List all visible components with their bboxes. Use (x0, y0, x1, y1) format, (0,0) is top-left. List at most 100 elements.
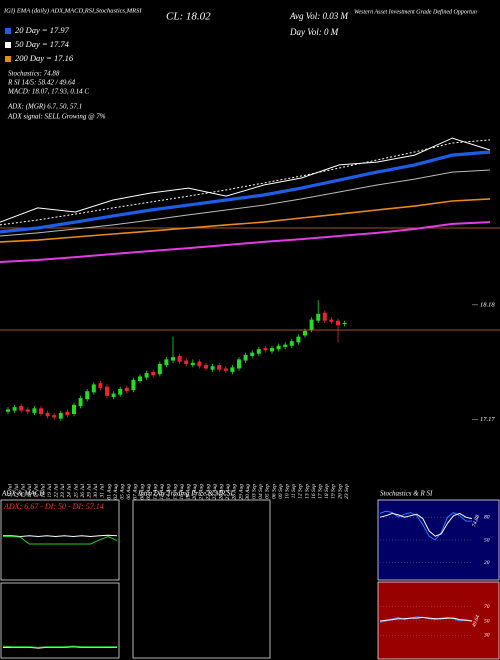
candle-body (164, 359, 169, 366)
x-tick-label: 30 Jul (93, 484, 99, 499)
series-line (0, 139, 491, 226)
panel-title: Stochastics & R SI (380, 490, 433, 498)
candle-body (72, 404, 76, 415)
series-line (0, 198, 491, 243)
x-tick-label: 23 Jul (60, 484, 66, 498)
x-tick-label: 12 Sep (298, 484, 304, 499)
candle-body (316, 313, 321, 321)
x-tick-label: 16 Aug (179, 484, 185, 500)
x-tick-label: 26 Jul (80, 484, 86, 498)
candle-body (144, 373, 149, 378)
ema20-label: 20 Day = 17.97 (15, 25, 70, 35)
series-line (0, 169, 491, 237)
candle-body (124, 387, 129, 392)
candle-body (45, 412, 50, 417)
series-line (3, 646, 117, 649)
candle-body (91, 384, 96, 393)
x-tick-label: 29 Aug (238, 484, 244, 500)
x-tick-label: 23 Aug (212, 484, 218, 500)
x-tick-label: 16 Jul (27, 484, 33, 498)
x-tick-label: 20 Aug (192, 484, 198, 500)
candle-body (12, 407, 17, 411)
x-tick-label: 13 Aug (159, 484, 165, 500)
study-label: IGI) EMA (daily) ADX,MACD,RSI,Stochastic… (3, 7, 142, 14)
day-vol: Day Vol: 0 M (289, 27, 339, 37)
x-tick-label: 19 Sep (331, 484, 337, 499)
candle-body (296, 336, 301, 343)
x-tick-label: 22 Aug (205, 484, 211, 500)
legend-swatch (5, 56, 11, 62)
x-tick-label: 04 Sep (257, 484, 264, 499)
x-tick-label: 06 Sep (271, 484, 277, 499)
candle-body (98, 383, 103, 388)
x-tick-label: 07 Aug (133, 484, 139, 500)
candle-body (276, 345, 281, 350)
x-tick-label: 31 Jul (100, 484, 106, 499)
candle-body (237, 359, 241, 369)
series-line (2, 645, 117, 648)
series-line (379, 512, 473, 537)
value-label: 49.64 (470, 614, 481, 628)
adx-signal: ADX signal: SELL Growing @ 7% (7, 113, 106, 121)
candle-body (65, 411, 70, 416)
candle-body (243, 354, 248, 361)
candle-body (256, 349, 261, 354)
avg-vol: Avg Vol: 0.03 M (289, 11, 348, 21)
adx-box-label: ADX: 6.67 - DI: 50 - DI: 57.14 (3, 502, 104, 511)
candle-body (151, 371, 156, 376)
close-label: CL: 18.02 (166, 11, 211, 23)
legend-swatch (5, 42, 11, 48)
series-line (0, 221, 491, 263)
x-tick-label: 17 Sep (317, 484, 323, 499)
y-tick-label: 18.18 (480, 301, 495, 308)
x-tick-label: 02 Aug (113, 484, 119, 500)
candle-body (111, 393, 116, 397)
x-tick-label: 22 Jul (53, 484, 59, 498)
y-tick-label: 30 (483, 633, 490, 639)
x-tick-label: 18 Sep (324, 484, 330, 499)
macd-panel (0, 582, 120, 659)
x-tick-label: 23 Sep (344, 484, 350, 499)
candle-body (336, 320, 340, 326)
company: Western Asset Investment Grade Defined O… (354, 8, 477, 15)
panel-title: Intra Day Trading Price & MR SI (137, 490, 234, 498)
candle-body (322, 312, 327, 321)
series-line (0, 150, 491, 234)
candle-body (131, 379, 136, 391)
candle-body (250, 352, 255, 356)
candle-body (283, 344, 288, 347)
candle-body (329, 319, 334, 322)
ema50-label: 50 Day = 17.74 (15, 39, 70, 49)
candle-body (25, 409, 30, 412)
x-tick-label: 15 Jul (20, 484, 26, 498)
x-tick-label: 27 Aug (225, 484, 231, 500)
x-tick-label: 12 Aug (152, 484, 158, 500)
candle-body (39, 408, 43, 415)
x-tick-label: 26 Aug (218, 484, 224, 500)
candle-body (118, 388, 123, 395)
x-tick-label: 11 Sep (291, 484, 297, 499)
x-tick-label: 19 Jul (47, 484, 53, 498)
x-tick-label: 09 Aug (146, 484, 152, 500)
y-tick-label: 80 (484, 514, 490, 520)
legend-swatch (5, 28, 11, 34)
candle-body (210, 366, 215, 370)
candle-body (171, 357, 175, 361)
series-line (3, 535, 118, 545)
candle-body (138, 376, 142, 382)
x-tick-label: 13 Sep (304, 484, 310, 499)
y-tick-label: 20 (484, 560, 490, 566)
x-tick-label: 14 Aug (165, 484, 172, 500)
candle-body (309, 319, 314, 330)
x-tick-label: 28 Aug (232, 484, 238, 500)
x-tick-label: 24 Jul (66, 484, 73, 498)
x-tick-label: 01 Aug (106, 484, 112, 500)
series-line (0, 137, 491, 223)
x-tick-label: 09 Sep (278, 484, 284, 499)
x-tick-label: 19 Aug (185, 484, 191, 500)
candle-body (230, 367, 235, 372)
candle-body (303, 330, 307, 336)
x-tick-label: 25 Jul (73, 484, 79, 498)
candle-body (78, 398, 83, 407)
